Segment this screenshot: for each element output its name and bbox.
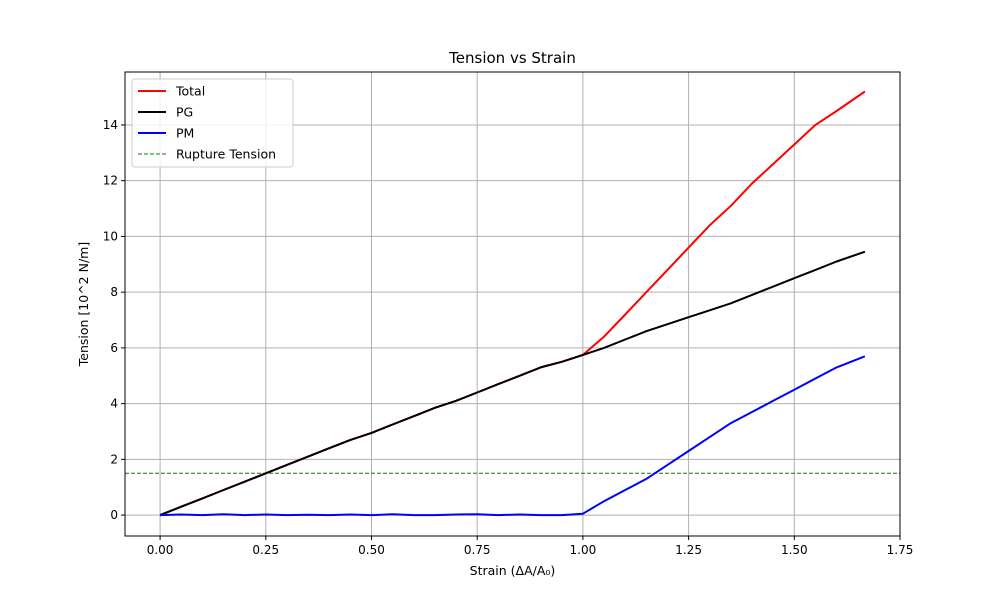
legend-label: Total bbox=[175, 84, 205, 99]
y-tick-label: 6 bbox=[110, 341, 118, 355]
legend: Total PG PM Rupture Tension bbox=[131, 78, 294, 168]
x-tick-label: 1.50 bbox=[781, 543, 808, 557]
x-tick-label: 0.50 bbox=[358, 543, 385, 557]
x-tick-label: 0.25 bbox=[252, 543, 279, 557]
series-line-pg bbox=[159, 250, 866, 517]
y-tick-label: 14 bbox=[103, 118, 118, 132]
y-tick-label: 0 bbox=[110, 508, 118, 522]
y-axis-label: Tension [10^2 N/m] bbox=[76, 242, 91, 367]
plot-frame bbox=[124, 71, 901, 537]
legend-box bbox=[131, 78, 294, 168]
x-axis-label: Strain (ΔA/A₀) bbox=[470, 563, 556, 578]
x-tick-label: 0.00 bbox=[147, 543, 174, 557]
y-tick-label: 2 bbox=[110, 452, 118, 466]
chart-title: Tension vs Strain bbox=[448, 49, 576, 67]
y-tick-label: 12 bbox=[103, 174, 118, 188]
legend-label: PM bbox=[176, 126, 194, 141]
x-tick-label: 0.75 bbox=[464, 543, 491, 557]
series-lines bbox=[125, 90, 900, 517]
legend-label: Rupture Tension bbox=[176, 147, 276, 162]
y-tick-label: 8 bbox=[110, 285, 118, 299]
x-tick-label: 1.25 bbox=[675, 543, 702, 557]
x-tick-label: 1.75 bbox=[887, 543, 914, 557]
y-tick-label: 10 bbox=[103, 229, 118, 243]
x-tick-label: 1.00 bbox=[570, 543, 597, 557]
x-axis-ticks: 0.00 0.25 0.50 0.75 1.00 1.25 1.50 1.75 bbox=[147, 536, 914, 557]
series-line-pm bbox=[160, 355, 866, 517]
legend-label: PG bbox=[176, 105, 193, 120]
grid bbox=[125, 72, 901, 536]
y-tick-label: 4 bbox=[110, 397, 118, 411]
y-axis-ticks: 0 2 4 6 8 10 12 14 bbox=[103, 118, 125, 522]
